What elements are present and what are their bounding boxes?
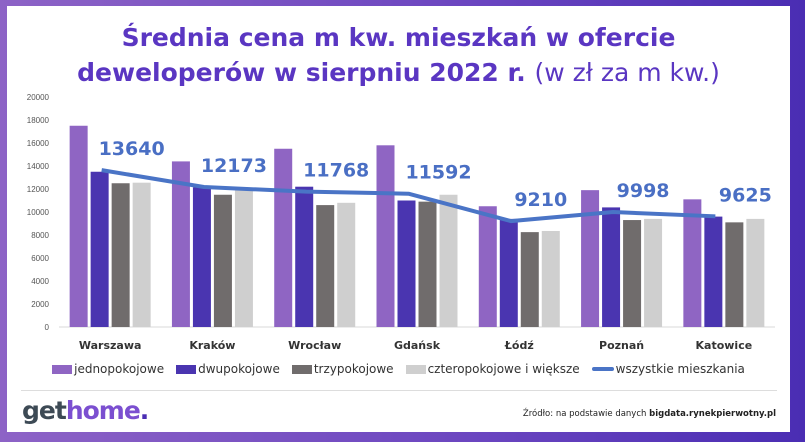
- legend-item-czteropokojowe: czteropokojowe i większe: [405, 362, 580, 376]
- data-label: 9998: [617, 180, 670, 202]
- y-tick-label: 14000: [27, 162, 50, 171]
- data-label: 12173: [201, 155, 267, 177]
- y-tick-label: 6000: [31, 254, 49, 263]
- divider: [21, 390, 777, 391]
- data-label: 9625: [719, 184, 772, 206]
- bar-dwupokojowe: [704, 216, 723, 327]
- legend-item-trzypokojowe: trzypokojowe: [291, 362, 394, 376]
- y-tick-label: 8000: [31, 231, 49, 240]
- bar-dwupokojowe: [397, 200, 416, 327]
- bar-jednopokojowe: [274, 148, 293, 327]
- bar-trzypokojowe: [725, 222, 744, 327]
- bar-czteropokojowe: [439, 194, 458, 327]
- line-wszystkie-mieszkania: [101, 168, 716, 224]
- bar-dwupokojowe: [192, 187, 211, 327]
- bar-jednopokojowe: [581, 190, 600, 327]
- x-category-label: Wrocław: [288, 339, 341, 352]
- data-label: 9210: [514, 189, 567, 211]
- bar-czteropokojowe: [644, 218, 663, 327]
- bar-dwupokojowe: [295, 186, 314, 327]
- bar-czteropokojowe: [746, 218, 765, 327]
- bar-trzypokojowe: [213, 194, 232, 327]
- infographic-card: Średnia cena m kw. mieszkań w ofercie de…: [7, 6, 790, 432]
- x-category-label: Kraków: [189, 339, 235, 352]
- source-note: Źródło: na podstawie danych bigdata.ryne…: [522, 409, 776, 419]
- bar-dwupokojowe: [499, 218, 518, 327]
- y-tick-label: 12000: [27, 185, 50, 194]
- y-tick-label: 20000: [27, 93, 50, 102]
- bar-trzypokojowe: [316, 205, 335, 327]
- bar-trzypokojowe: [111, 183, 130, 327]
- legend-item-dwupokojowe: dwupokojowe: [176, 362, 280, 376]
- y-tick-label: 4000: [31, 277, 49, 286]
- bar-trzypokojowe: [623, 220, 642, 327]
- bar-czteropokojowe: [234, 190, 253, 327]
- bar-czteropokojowe: [337, 202, 356, 327]
- x-category-label: Poznań: [599, 339, 644, 352]
- x-category-label: Warszawa: [79, 339, 142, 352]
- x-category-label: Katowice: [696, 339, 753, 352]
- title-line-1: Średnia cena m kw. mieszkań w ofercie: [121, 23, 676, 52]
- legend-item-wszystkie: wszystkie mieszkania: [591, 362, 745, 376]
- y-tick-label: 10000: [27, 208, 50, 217]
- y-tick-label: 0: [45, 323, 50, 332]
- bar-dwupokojowe: [602, 207, 621, 327]
- bar-jednopokojowe: [683, 199, 702, 327]
- y-tick-label: 16000: [27, 139, 50, 148]
- bar-trzypokojowe: [520, 232, 539, 327]
- y-tick-label: 18000: [27, 116, 50, 125]
- title-line-2: deweloperów w sierpniu 2022 r.: [77, 58, 526, 87]
- bar-jednopokojowe: [171, 161, 190, 327]
- bar-jednopokojowe: [478, 206, 497, 327]
- bar-line-chart: 0 2000 4000 6000 8000 10000 12000 14000 16000 180…: [27, 93, 775, 352]
- bar-jednopokojowe: [376, 145, 395, 327]
- bar-czteropokojowe: [132, 182, 151, 327]
- bar-dwupokojowe: [90, 171, 109, 327]
- title-unit: (w zł za m kw.): [534, 58, 720, 87]
- legend: jednopokojowe dwupokojowe trzypokojowe c…: [7, 362, 790, 376]
- bar-trzypokojowe: [418, 201, 437, 327]
- gethome-logo: gethome.: [22, 396, 149, 425]
- y-tick-label: 2000: [31, 300, 49, 309]
- bar-czteropokojowe: [541, 230, 560, 327]
- chart-title: Średnia cena m kw. mieszkań w ofercie de…: [7, 20, 790, 90]
- data-label: 11592: [405, 162, 471, 184]
- legend-item-jednopokojowe: jednopokojowe: [52, 362, 164, 376]
- data-label: 11768: [303, 160, 369, 182]
- x-category-label: Gdańsk: [394, 339, 441, 352]
- x-category-label: Łódź: [504, 339, 534, 352]
- data-label: 13640: [99, 138, 165, 160]
- bar-jednopokojowe: [69, 125, 88, 327]
